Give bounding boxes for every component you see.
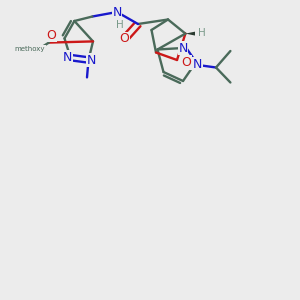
Text: N: N xyxy=(87,53,96,67)
Text: O: O xyxy=(182,56,191,69)
Text: N: N xyxy=(178,41,188,55)
Text: O: O xyxy=(46,28,56,42)
Text: N: N xyxy=(193,58,202,71)
Text: H: H xyxy=(198,28,206,38)
Polygon shape xyxy=(185,32,195,35)
Text: methoxy: methoxy xyxy=(15,46,45,52)
Text: N: N xyxy=(112,5,122,19)
Text: N: N xyxy=(63,51,72,64)
Text: O: O xyxy=(120,32,129,46)
Text: H: H xyxy=(116,20,124,30)
